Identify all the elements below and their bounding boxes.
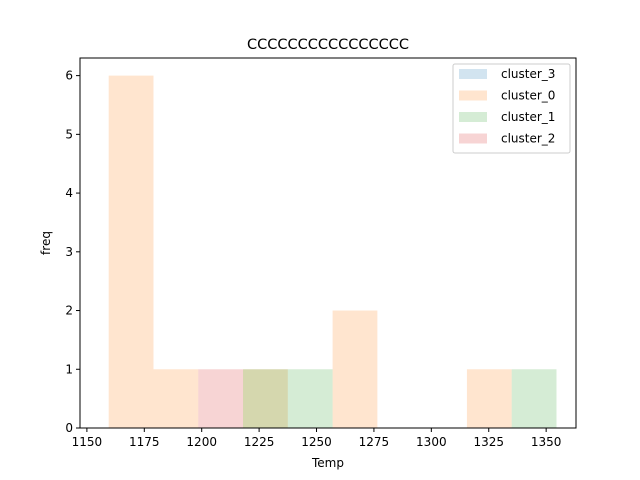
bar-cluster_1-0 — [243, 369, 288, 428]
y-tick-label: 0 — [65, 421, 73, 435]
y-axis: 0 1 2 3 4 5 6 — [65, 69, 80, 435]
x-tick-label: 1300 — [416, 435, 447, 449]
x-tick-label: 1275 — [359, 435, 390, 449]
x-tick-label: 1225 — [244, 435, 275, 449]
legend-label-cluster_1: cluster_1 — [501, 110, 555, 124]
legend-swatch-cluster_2 — [459, 133, 487, 144]
legend: cluster_3 cluster_0 cluster_1 cluster_2 — [452, 63, 571, 154]
bar-cluster_1-1 — [287, 369, 333, 428]
legend-swatch-cluster_0 — [459, 90, 487, 101]
x-tick-label: 1250 — [301, 435, 332, 449]
x-tick-label: 1200 — [186, 435, 217, 449]
bar-cluster_1-2 — [511, 369, 557, 428]
y-tick-label: 6 — [65, 69, 73, 83]
plot-frame — [79, 57, 577, 429]
legend-swatch-cluster_3 — [459, 69, 487, 79]
legend-box — [452, 63, 571, 154]
bar-cluster_0-4 — [466, 369, 512, 428]
x-tick-label: 1350 — [531, 435, 562, 449]
x-axis-label: Temp — [311, 456, 344, 470]
x-axis: 1150 1175 1200 1225 1250 1275 1300 1325 1350 — [72, 428, 562, 449]
bar-cluster_0-1 — [153, 369, 199, 428]
y-tick-label: 3 — [65, 245, 73, 259]
bars-layer — [108, 75, 557, 428]
bar-cluster_2-0 — [198, 369, 244, 428]
x-tick-label: 1150 — [72, 435, 103, 449]
bar-cluster_0-0 — [108, 75, 154, 428]
legend-swatch-cluster_1 — [459, 112, 487, 122]
y-tick-label: 2 — [65, 304, 73, 318]
bar-cluster_0-3 — [332, 310, 378, 428]
legend-label-cluster_0: cluster_0 — [501, 89, 555, 103]
y-axis-label: freq — [39, 231, 53, 255]
y-tick-label: 4 — [65, 186, 73, 200]
legend-label-cluster_3: cluster_3 — [501, 67, 555, 81]
y-tick-label: 1 — [65, 362, 73, 376]
x-tick-label: 1325 — [473, 435, 504, 449]
x-tick-label: 1175 — [129, 435, 160, 449]
bar-cluster_0-2 — [243, 369, 288, 428]
chart-title: CCCCCCCCCCCCCCCC — [247, 37, 409, 53]
legend-label-cluster_2: cluster_2 — [501, 132, 555, 146]
y-tick-label: 5 — [65, 127, 73, 141]
